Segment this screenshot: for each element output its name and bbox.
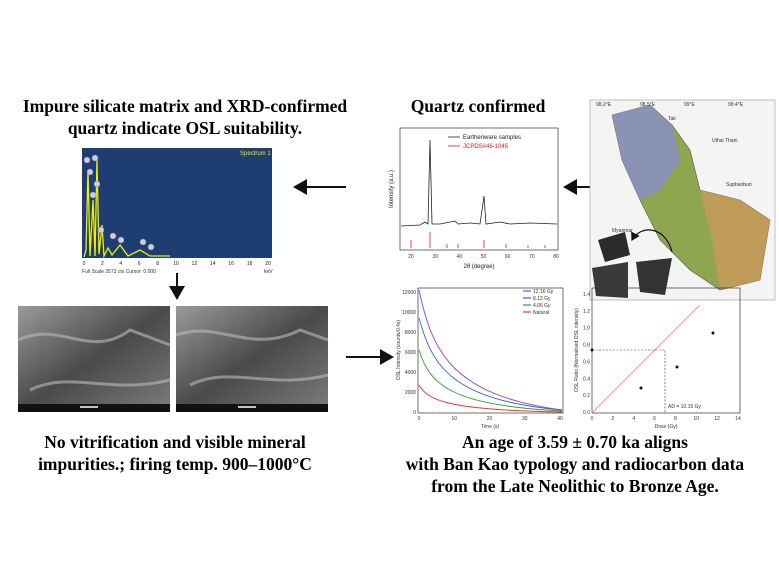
y-axis-label: Intensity (a.u.) [389, 170, 395, 208]
x-tick-label: 70 [529, 254, 535, 260]
x-tick-label: 20 [408, 254, 414, 260]
y-tick-label: 1.4 [583, 292, 590, 298]
y-tick-label: 12000 [402, 290, 416, 296]
dose-annotation: AD = 10.15 Gy [668, 404, 701, 410]
y-tick-label: 1.0 [583, 326, 590, 332]
osl-caption: from the Late Neolithic to Bronze Age. [431, 476, 719, 496]
legend-label: 12.16 Gy [533, 289, 554, 295]
x-tick-label: 20 [265, 261, 271, 267]
x-tick-label: 16 [228, 261, 234, 267]
osl-caption: with Ban Kao typology and radiocarbon da… [406, 454, 745, 474]
eds-spectrum: Spectrum 1 Full Scale 2573 cts Cursor: 0… [82, 148, 273, 275]
legend-label: Earthenware samples [463, 135, 521, 141]
legend-label: JCPDS#46-1045 [463, 144, 509, 150]
x-tick-label: 6 [653, 416, 656, 422]
x-tick-label: 2 [101, 261, 104, 267]
x-tick-label: 20 [487, 416, 493, 422]
x-tick-label: 8 [674, 416, 677, 422]
y-axis-label: OSL Ratio (Normalised OSL intensity) [574, 308, 580, 392]
y-tick-label: 0 [413, 410, 416, 416]
x-tick-label: 2 [611, 416, 614, 422]
x-tick-label: 12 [192, 261, 198, 267]
y-tick-label: 6000 [405, 350, 416, 356]
y-tick-label: 0.0 [583, 410, 590, 416]
eds-footer: Full Scale 2573 cts Cursor: 0.000 [82, 269, 156, 275]
x-tick-label: 0 [591, 416, 594, 422]
sem-caption: impurities.; firing temp. 900–1000°C [38, 454, 312, 474]
map-place: Myanmar [612, 228, 633, 234]
x-tick-label: 10 [451, 416, 457, 422]
y-tick-label: 10000 [402, 310, 416, 316]
x-tick-label: 50 [481, 254, 487, 260]
x-tick-label: 40 [557, 416, 563, 422]
sem-images [17, 306, 329, 412]
x-tick-label: 6 [138, 261, 141, 267]
osl-caption: An age of 3.59 ± 0.70 ka aligns [462, 432, 688, 452]
legend-label: 8.12 Gy [533, 296, 551, 302]
x-tick-label: 14 [210, 261, 216, 267]
dose-chart: AD = 10.15 Gy OSL Ratio (Normalised OSL … [574, 287, 741, 430]
map-longitude: 99.4°E [728, 102, 744, 108]
y-tick-label: 0.4 [583, 376, 590, 382]
x-tick-label: 10 [694, 416, 700, 422]
x-tick-label: 0 [83, 261, 86, 267]
map-place: Suphanburi [726, 182, 752, 188]
decay-chart: 12.16 Gy 8.12 Gy 4.06 Gy Natural OSL Int… [396, 287, 564, 430]
sem-caption: No vitrification and visible mineral [44, 432, 306, 452]
eds-unit: keV [264, 269, 273, 275]
x-tick-label: 4 [632, 416, 635, 422]
x-tick-label: 40 [457, 254, 463, 260]
x-tick-label: 10 [173, 261, 179, 267]
x-axis-label: 2θ (degree) [463, 264, 494, 270]
map-longitude: 99°E [684, 102, 696, 108]
map-place: Uthai Thani [712, 138, 737, 144]
y-tick-label: 0.2 [583, 393, 590, 399]
y-tick-label: 0.6 [583, 359, 590, 365]
map-place: Tak [668, 116, 676, 122]
x-tick-label: 8 [156, 261, 159, 267]
legend-label: Natural [533, 310, 549, 316]
x-tick-label: 4 [119, 261, 122, 267]
map: 98.2°E 98.5°E 99°E 99.4°E Tak Uthai Than… [589, 99, 776, 301]
x-tick-label: 18 [247, 261, 253, 267]
x-tick-label: 80 [553, 254, 559, 260]
map-longitude: 98.5°E [640, 102, 656, 108]
eds-caption: Impure silicate matrix and XRD-confirmed [23, 96, 348, 116]
y-tick-label: 0.8 [583, 343, 590, 349]
y-tick-label: 4000 [405, 370, 416, 376]
y-tick-label: 1.2 [583, 309, 590, 315]
x-axis-label: Time (s) [481, 424, 499, 430]
xrd-chart: Earthenware samples JCPDS#46-1045 Intens… [389, 127, 559, 270]
x-tick-label: 0 [418, 416, 421, 422]
x-axis-label: Dose (Gy) [655, 424, 678, 430]
y-tick-label: 8000 [405, 330, 416, 336]
x-tick-label: 30 [432, 254, 438, 260]
xrd-caption: Quartz confirmed [411, 96, 546, 116]
x-tick-label: 30 [522, 416, 528, 422]
y-axis-label: OSL Intensity (counts/0.4s) [396, 320, 402, 380]
x-tick-label: 60 [505, 254, 511, 260]
spectrum-label: Spectrum 1 [240, 151, 271, 157]
x-tick-label: 12 [714, 416, 720, 422]
x-tick-label: 14 [735, 416, 741, 422]
eds-caption: quartz indicate OSL suitability. [68, 118, 302, 138]
y-tick-label: 2000 [405, 390, 416, 396]
map-longitude: 98.2°E [596, 102, 612, 108]
legend-label: 4.06 Gy [533, 303, 551, 309]
